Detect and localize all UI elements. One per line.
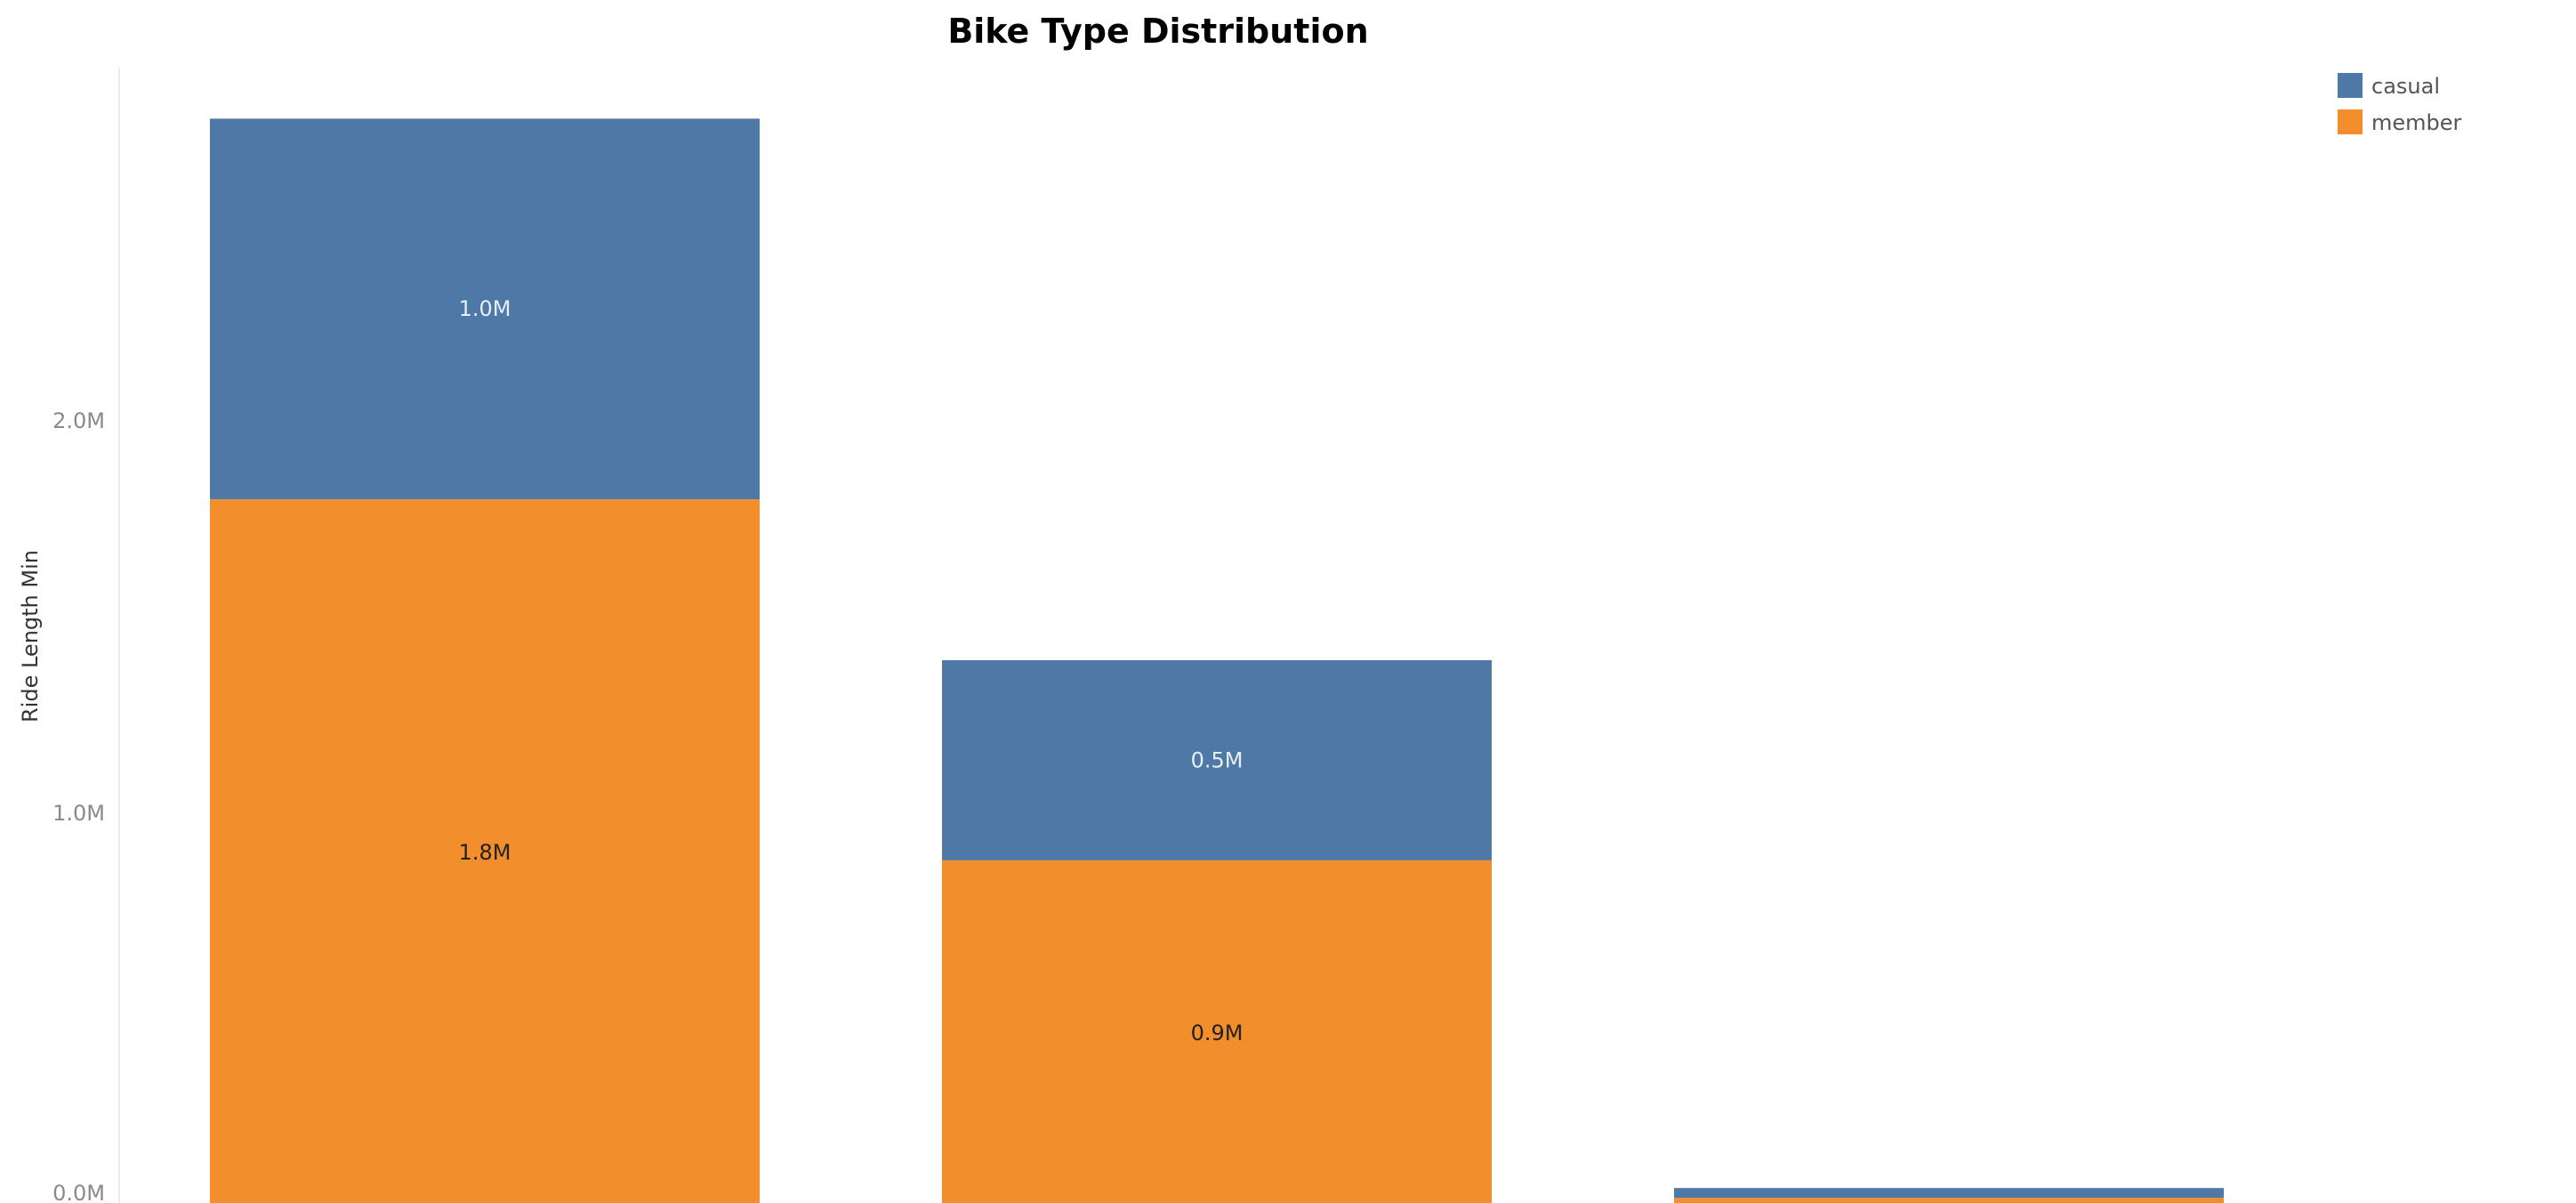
legend-swatch-casual xyxy=(2338,73,2363,98)
data-label-member: 0.9M xyxy=(1191,1021,1244,1046)
legend: casual member xyxy=(2338,73,2462,135)
bar-segment-casual xyxy=(1674,1188,2224,1199)
y-tick-label: 0.0M xyxy=(52,1181,105,1203)
bar-segment-casual xyxy=(210,118,760,500)
data-label-casual: 1.0M xyxy=(459,296,511,321)
bar-segment-casual xyxy=(942,659,1492,860)
bar-segment-member xyxy=(942,860,1492,1203)
data-label-member: 1.8M xyxy=(459,840,511,865)
bars xyxy=(210,118,2224,1203)
data-label-casual: 0.5M xyxy=(1191,747,1244,772)
y-axis-label: Ride Length Min xyxy=(18,550,43,723)
legend-label-member: member xyxy=(2371,110,2462,135)
legend-label-casual: casual xyxy=(2371,74,2440,99)
legend-swatch-member xyxy=(2338,109,2363,134)
y-tick-label: 2.0M xyxy=(52,408,105,433)
bar-segment-member xyxy=(1674,1198,2224,1203)
chart-title: Bike Type Distribution xyxy=(947,12,1368,51)
y-tick-label: 1.0M xyxy=(52,801,105,826)
y-axis-ticks: 0.0M 1.0M 2.0M xyxy=(52,408,105,1203)
data-labels: 1.8M 1.0M 0.9M 0.5M xyxy=(459,296,1244,1046)
bar-segment-member xyxy=(210,499,760,1203)
